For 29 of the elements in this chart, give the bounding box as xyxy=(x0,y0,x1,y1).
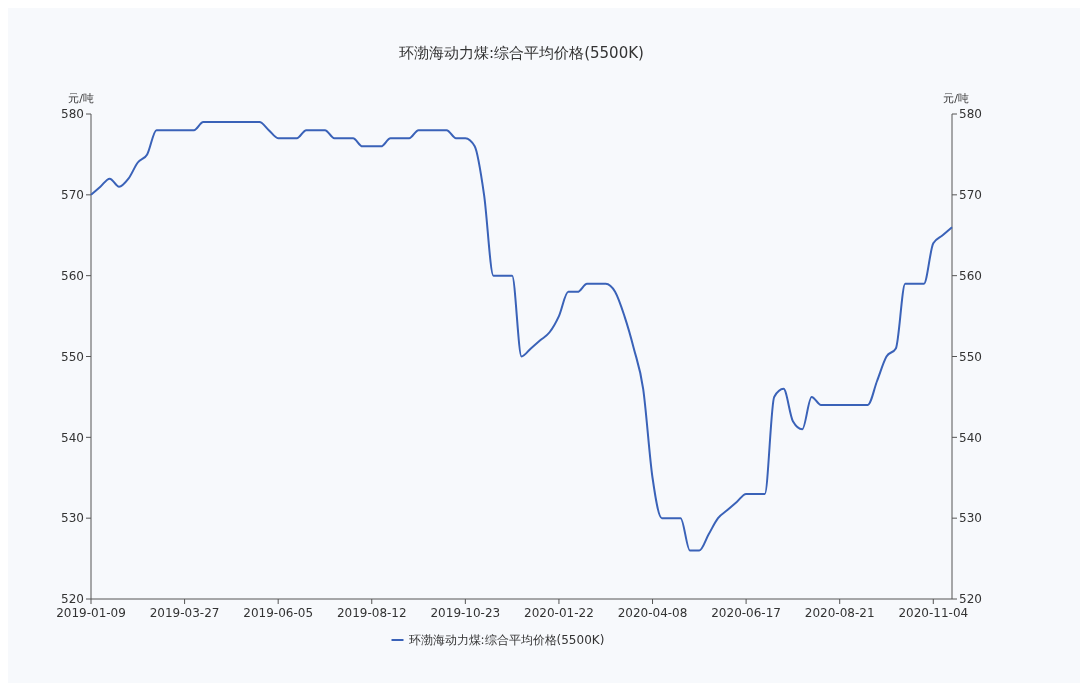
y2-axis-title: 元/吨 xyxy=(943,92,969,105)
y-tick-label: 520 xyxy=(61,592,84,607)
y2-tick-label: 570 xyxy=(959,188,982,203)
x-tick-label: 2020-01-22 xyxy=(524,606,594,620)
y2-tick-label: 580 xyxy=(959,107,982,122)
x-tick-label: 2019-06-05 xyxy=(243,606,314,620)
y-tick-label: 560 xyxy=(61,268,84,283)
y-axis-title: 元/吨 xyxy=(68,92,94,105)
y2-tick-label: 520 xyxy=(959,592,982,607)
y2-tick-label: 530 xyxy=(959,511,982,526)
y-tick-label: 570 xyxy=(61,188,84,203)
x-tick-label: 2020-06-17 xyxy=(711,606,781,620)
x-tick-label: 2019-08-12 xyxy=(336,606,407,620)
legend-label: 环渤海动力煤:综合平均价格(5500K) xyxy=(408,633,605,648)
x-tick-label: 2019-01-09 xyxy=(56,606,126,620)
line-series xyxy=(90,121,953,552)
x-tick-label: 2019-10-23 xyxy=(430,606,501,620)
chart-title: 环渤海动力煤:综合平均价格(5500K) xyxy=(399,44,644,62)
y-tick-label: 540 xyxy=(61,430,84,445)
y-tick-label: 580 xyxy=(61,107,84,122)
y2-tick-label: 550 xyxy=(959,349,982,364)
x-tick-label: 2020-11-04 xyxy=(898,606,969,620)
y-tick-label: 530 xyxy=(61,511,84,526)
y2-tick-label: 560 xyxy=(959,268,982,283)
y-tick-label: 550 xyxy=(61,349,84,364)
x-tick-label: 2020-04-08 xyxy=(617,606,688,620)
x-tick-label: 2019-03-27 xyxy=(149,606,220,620)
x-tick-label: 2020-08-21 xyxy=(804,606,875,620)
y2-tick-label: 540 xyxy=(959,430,982,445)
